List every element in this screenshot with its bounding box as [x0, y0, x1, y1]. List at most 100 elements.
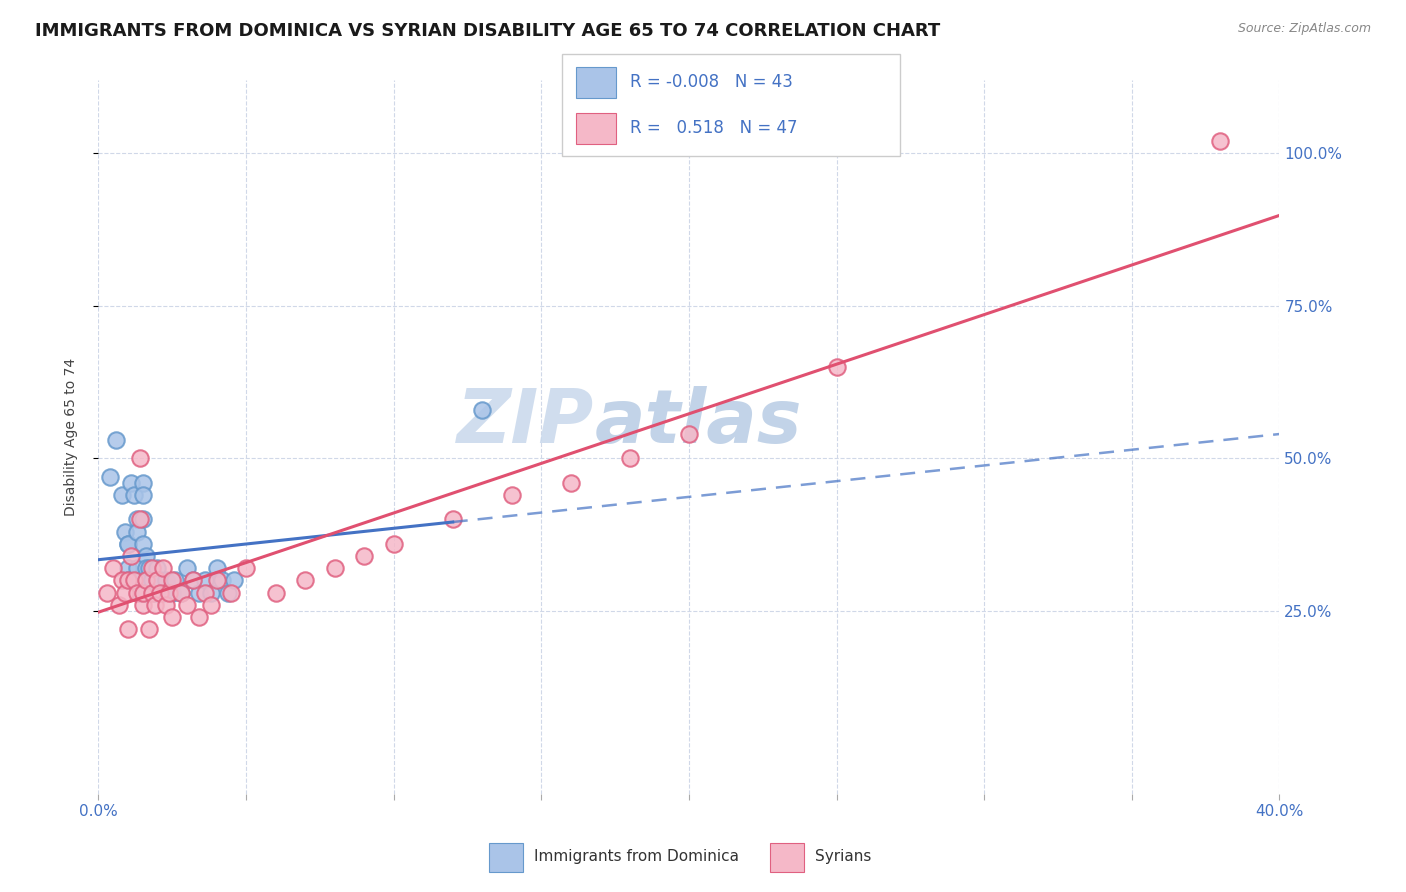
Point [149, 585, 172, 599]
Text: Syrians: Syrians [815, 849, 872, 863]
Y-axis label: Disability Age 65 to 74: Disability Age 65 to 74 [63, 358, 77, 516]
Point [200, 585, 222, 599]
Point [152, 561, 174, 575]
Point [211, 574, 233, 588]
Point [122, 488, 145, 502]
Point [181, 574, 204, 588]
Point [825, 359, 848, 374]
Point [135, 561, 157, 575]
Point [441, 512, 464, 526]
Point [194, 574, 217, 588]
Point [471, 402, 494, 417]
Text: R = -0.008   N = 43: R = -0.008 N = 43 [630, 73, 793, 91]
Bar [576, 113, 616, 144]
Point [181, 574, 204, 588]
Point [120, 549, 142, 563]
Point [155, 574, 177, 588]
Point [162, 585, 183, 599]
Point [132, 537, 155, 551]
Point [125, 585, 148, 599]
Point [141, 585, 163, 599]
Point [323, 561, 346, 575]
Point [170, 585, 193, 599]
Point [143, 598, 166, 612]
Text: atlas: atlas [595, 386, 801, 459]
Point [105, 433, 128, 447]
FancyBboxPatch shape [562, 54, 900, 156]
Point [187, 585, 209, 599]
Point [219, 585, 242, 599]
Point [128, 512, 150, 526]
Point [135, 574, 157, 588]
Point [108, 598, 131, 612]
Point [138, 622, 160, 636]
Point [205, 561, 228, 575]
Point [128, 451, 150, 466]
Point [187, 610, 209, 624]
Point [152, 585, 174, 599]
Point [114, 524, 136, 539]
Point [138, 561, 160, 575]
Point [353, 549, 375, 563]
Point [619, 451, 641, 466]
Point [162, 574, 183, 588]
Point [264, 585, 287, 599]
Bar [770, 843, 804, 872]
Point [132, 598, 155, 612]
Point [560, 475, 582, 490]
Point [146, 561, 169, 575]
Point [200, 598, 222, 612]
Point [132, 512, 155, 526]
Point [125, 561, 148, 575]
Point [125, 512, 148, 526]
Point [149, 574, 172, 588]
Point [132, 488, 155, 502]
Point [111, 488, 134, 502]
Point [678, 427, 700, 442]
Point [143, 585, 166, 599]
Bar [576, 67, 616, 97]
Point [235, 561, 257, 575]
Text: IMMIGRANTS FROM DOMINICA VS SYRIAN DISABILITY AGE 65 TO 74 CORRELATION CHART: IMMIGRANTS FROM DOMINICA VS SYRIAN DISAB… [35, 22, 941, 40]
Point [1209, 134, 1232, 148]
Point [205, 574, 228, 588]
Point [132, 585, 155, 599]
Point [141, 574, 163, 588]
Point [135, 549, 157, 563]
Point [96, 585, 118, 599]
Point [157, 585, 180, 599]
Point [176, 598, 198, 612]
Point [117, 561, 139, 575]
Point [111, 574, 134, 588]
Point [122, 574, 145, 588]
Point [170, 585, 193, 599]
Point [114, 585, 136, 599]
Point [128, 585, 150, 599]
Text: R =   0.518   N = 47: R = 0.518 N = 47 [630, 120, 797, 137]
Point [217, 585, 239, 599]
Point [176, 561, 198, 575]
Text: ZIP: ZIP [457, 386, 595, 459]
Point [128, 574, 150, 588]
Point [117, 574, 139, 588]
Point [146, 574, 169, 588]
Point [382, 537, 405, 551]
Point [162, 610, 183, 624]
Point [132, 475, 155, 490]
Point [165, 574, 187, 588]
Point [194, 585, 217, 599]
Point [224, 574, 246, 588]
Point [501, 488, 523, 502]
Text: Immigrants from Dominica: Immigrants from Dominica [534, 849, 740, 863]
Point [294, 574, 316, 588]
Text: Source: ZipAtlas.com: Source: ZipAtlas.com [1237, 22, 1371, 36]
Point [135, 585, 157, 599]
Point [117, 622, 139, 636]
Point [141, 561, 163, 575]
Point [155, 598, 177, 612]
Point [117, 537, 139, 551]
Point [103, 561, 125, 575]
Point [125, 524, 148, 539]
Point [120, 475, 142, 490]
Point [117, 574, 139, 588]
